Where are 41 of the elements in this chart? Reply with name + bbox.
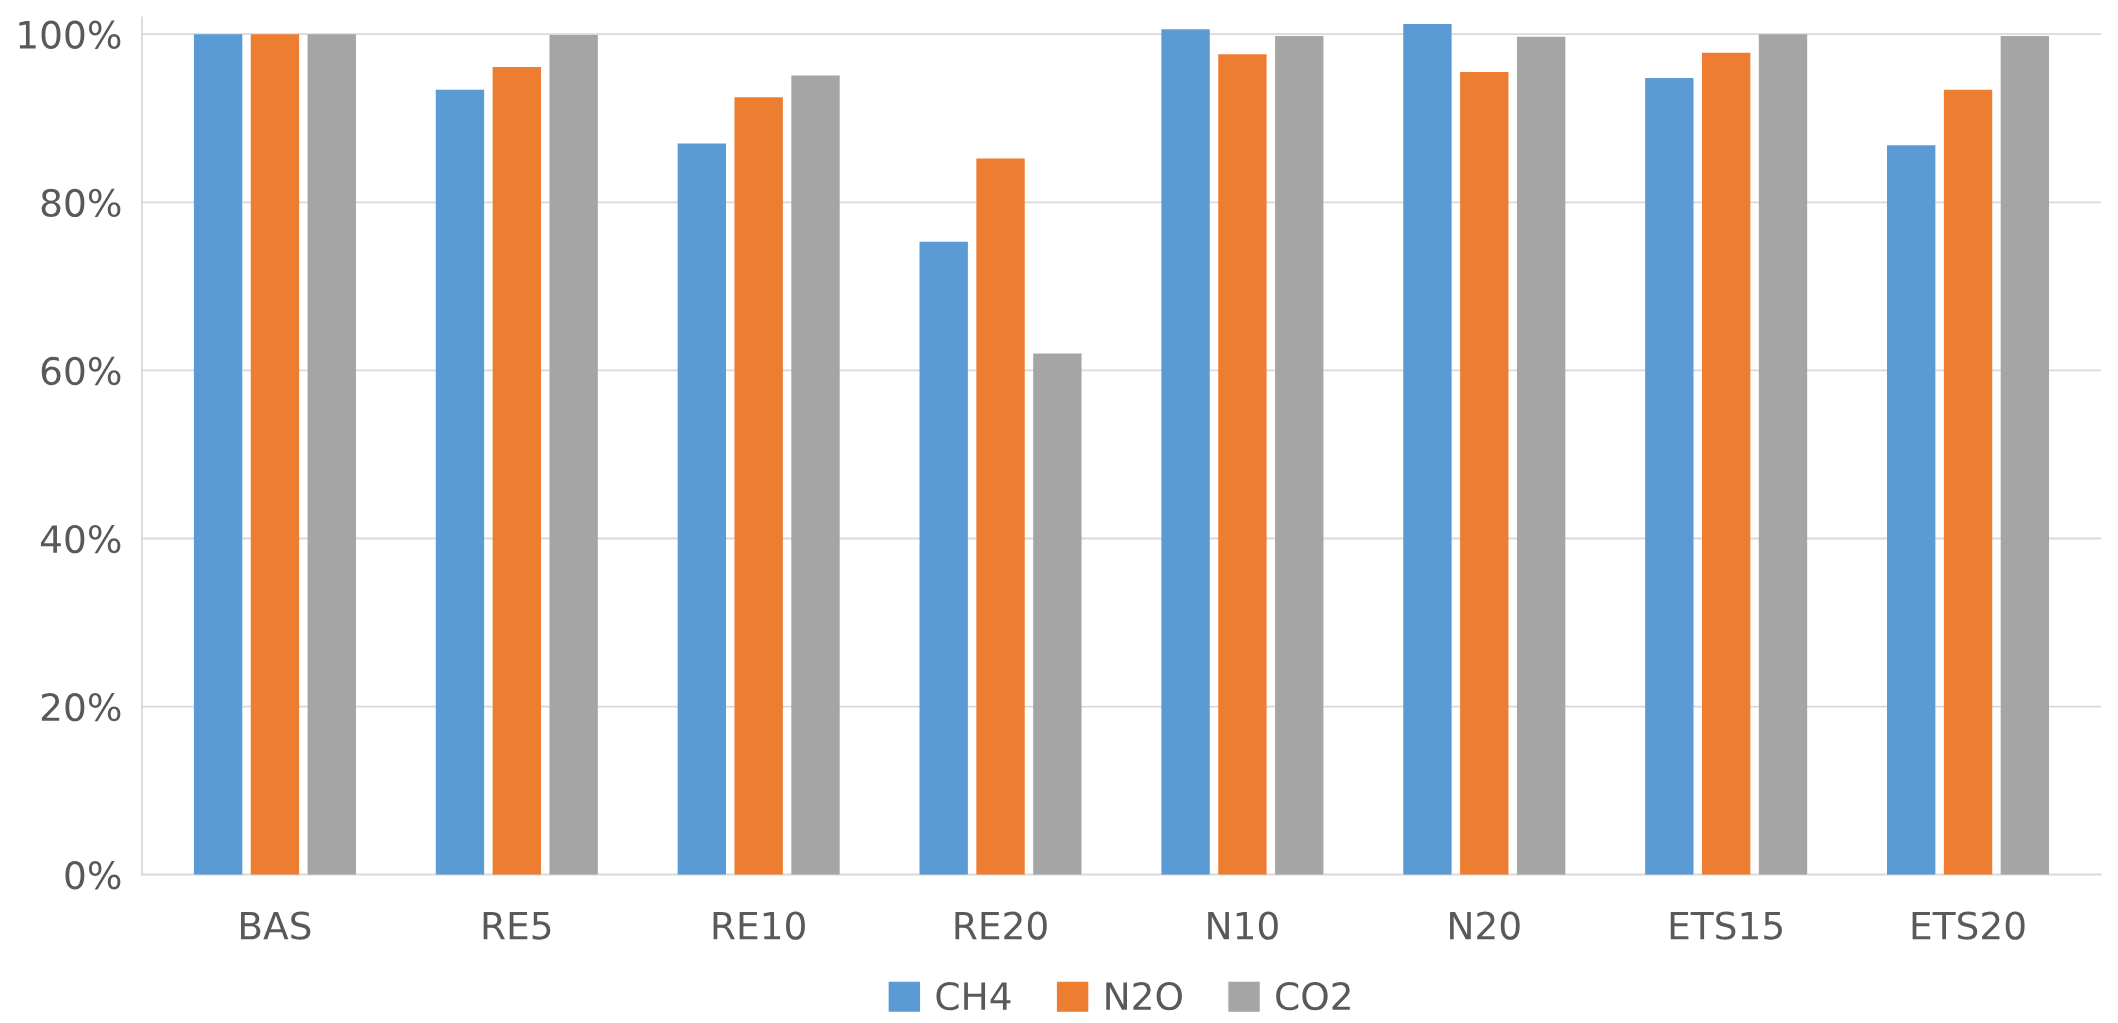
x-tick-label: ETS15	[1670, 911, 1782, 940]
bar	[1218, 54, 1267, 875]
bar	[1161, 29, 1210, 875]
bar	[2000, 35, 2050, 875]
bar	[1645, 77, 1694, 875]
x-tick-label: RE5	[483, 911, 551, 940]
bar	[734, 97, 783, 875]
bar	[1403, 24, 1452, 875]
bar	[549, 35, 598, 875]
bar	[193, 34, 243, 875]
y-tick-label: 20%	[41, 692, 121, 722]
y-tick-label: 80%	[41, 188, 121, 218]
bar	[1758, 34, 1808, 875]
bar	[919, 241, 968, 875]
x-tick-label: N20	[1450, 911, 1520, 940]
bar	[1275, 35, 1324, 875]
legend-label: CH4	[936, 981, 1011, 1011]
x-tick-label: ETS20	[1912, 911, 2025, 940]
bar	[1460, 72, 1509, 875]
x-tick-label: RE10	[713, 911, 805, 940]
x-tick-label: N10	[1208, 911, 1278, 940]
bar	[677, 143, 727, 875]
bar	[791, 75, 840, 875]
y-tick-label: 60%	[41, 356, 121, 386]
bar	[307, 34, 356, 875]
x-tick-label: RE20	[955, 911, 1047, 940]
bar	[1887, 145, 1936, 875]
x-tick-label: BAS	[241, 911, 311, 940]
bar	[1516, 36, 1566, 875]
bar	[1943, 89, 1993, 875]
bar	[1701, 52, 1751, 875]
legend-label: CO2	[1276, 981, 1350, 1011]
y-tick-label: 100%	[19, 20, 121, 49]
y-tick-label: 0%	[65, 861, 121, 890]
bar	[250, 34, 300, 875]
bar	[492, 66, 541, 875]
legend-label: N2O	[1106, 981, 1182, 1011]
bar	[1033, 353, 1082, 875]
bar	[435, 89, 485, 875]
bar	[976, 158, 1025, 875]
y-tick-label: 40%	[40, 524, 121, 554]
